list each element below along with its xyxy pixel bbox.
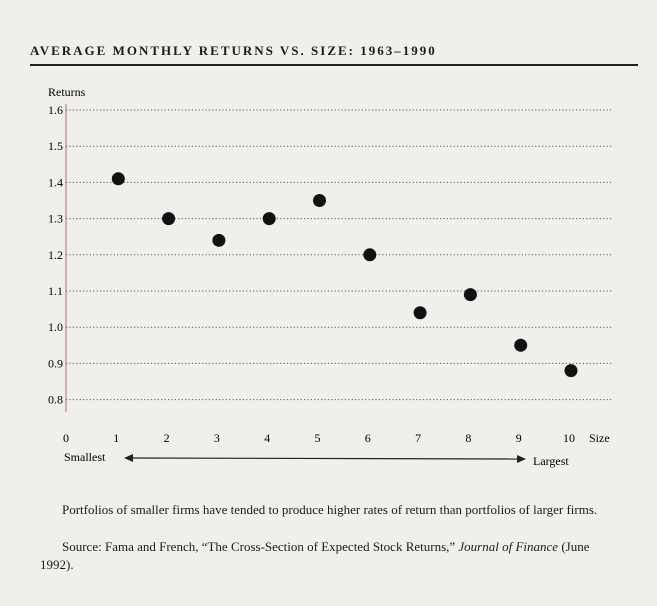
data-point [413, 306, 427, 320]
x-tick-label: 8 [465, 431, 471, 445]
x-tick-label: 5 [315, 431, 321, 445]
data-point [564, 364, 578, 378]
x-tick-label: 0 [63, 431, 69, 445]
arrow-head-left [124, 454, 133, 462]
data-point [313, 194, 326, 207]
data-point [111, 172, 125, 186]
x-tick-label: 9 [516, 431, 522, 445]
y-tick-label: 1.6 [48, 103, 63, 117]
arrow-label-smallest: Smallest [64, 450, 106, 464]
x-tick-label: 1 [113, 431, 119, 445]
y-tick-label: 0.8 [48, 393, 63, 407]
size-arrow-line [125, 457, 523, 460]
y-tick-label: 1.0 [48, 320, 63, 334]
data-point [212, 233, 226, 247]
x-tick-label: 3 [214, 431, 220, 445]
y-tick-label: 1.2 [48, 248, 63, 262]
data-point [463, 288, 477, 302]
y-tick-label: 0.9 [48, 356, 63, 370]
y-tick-label: 1.5 [48, 139, 63, 153]
x-tick-label: 6 [365, 431, 371, 445]
y-tick-label: 1.4 [48, 175, 63, 189]
x-tick-label: 2 [164, 431, 170, 445]
title-rule [30, 64, 638, 66]
y-tick-label: 1.3 [48, 212, 63, 226]
source-journal: Journal of Finance [458, 539, 559, 554]
source-prefix: Source: Fama and French, “The Cross-Sect… [62, 539, 456, 554]
arrow-label-largest: Largest [533, 454, 569, 468]
chart-caption: Portfolios of smaller firms have tended … [62, 502, 598, 517]
y-axis-label: Returns [48, 85, 86, 99]
x-tick-label: 10 [563, 431, 575, 445]
scatter-chart: Returns 0.8 0.9 1.0 1.1 1.2 1.3 1.4 1.5 1.6 0 1 2 3 4 5… [48, 85, 613, 468]
data-point [262, 212, 276, 226]
data-point [162, 212, 176, 226]
arrow-head-right [517, 455, 526, 463]
x-tick-label: 7 [415, 431, 421, 445]
chart-title: AVERAGE MONTHLY RETURNS VS. SIZE: 1963–1… [30, 43, 437, 58]
source-suffix: (June 1992). [40, 539, 590, 572]
y-tick-label: 1.1 [48, 284, 63, 298]
x-tick-label: 4 [264, 431, 270, 445]
chart-source: Source: Fama and French, “The Cross-Sect… [40, 538, 615, 574]
data-point [363, 248, 377, 262]
data-point [514, 338, 528, 352]
x-axis-label: Size [589, 431, 610, 445]
